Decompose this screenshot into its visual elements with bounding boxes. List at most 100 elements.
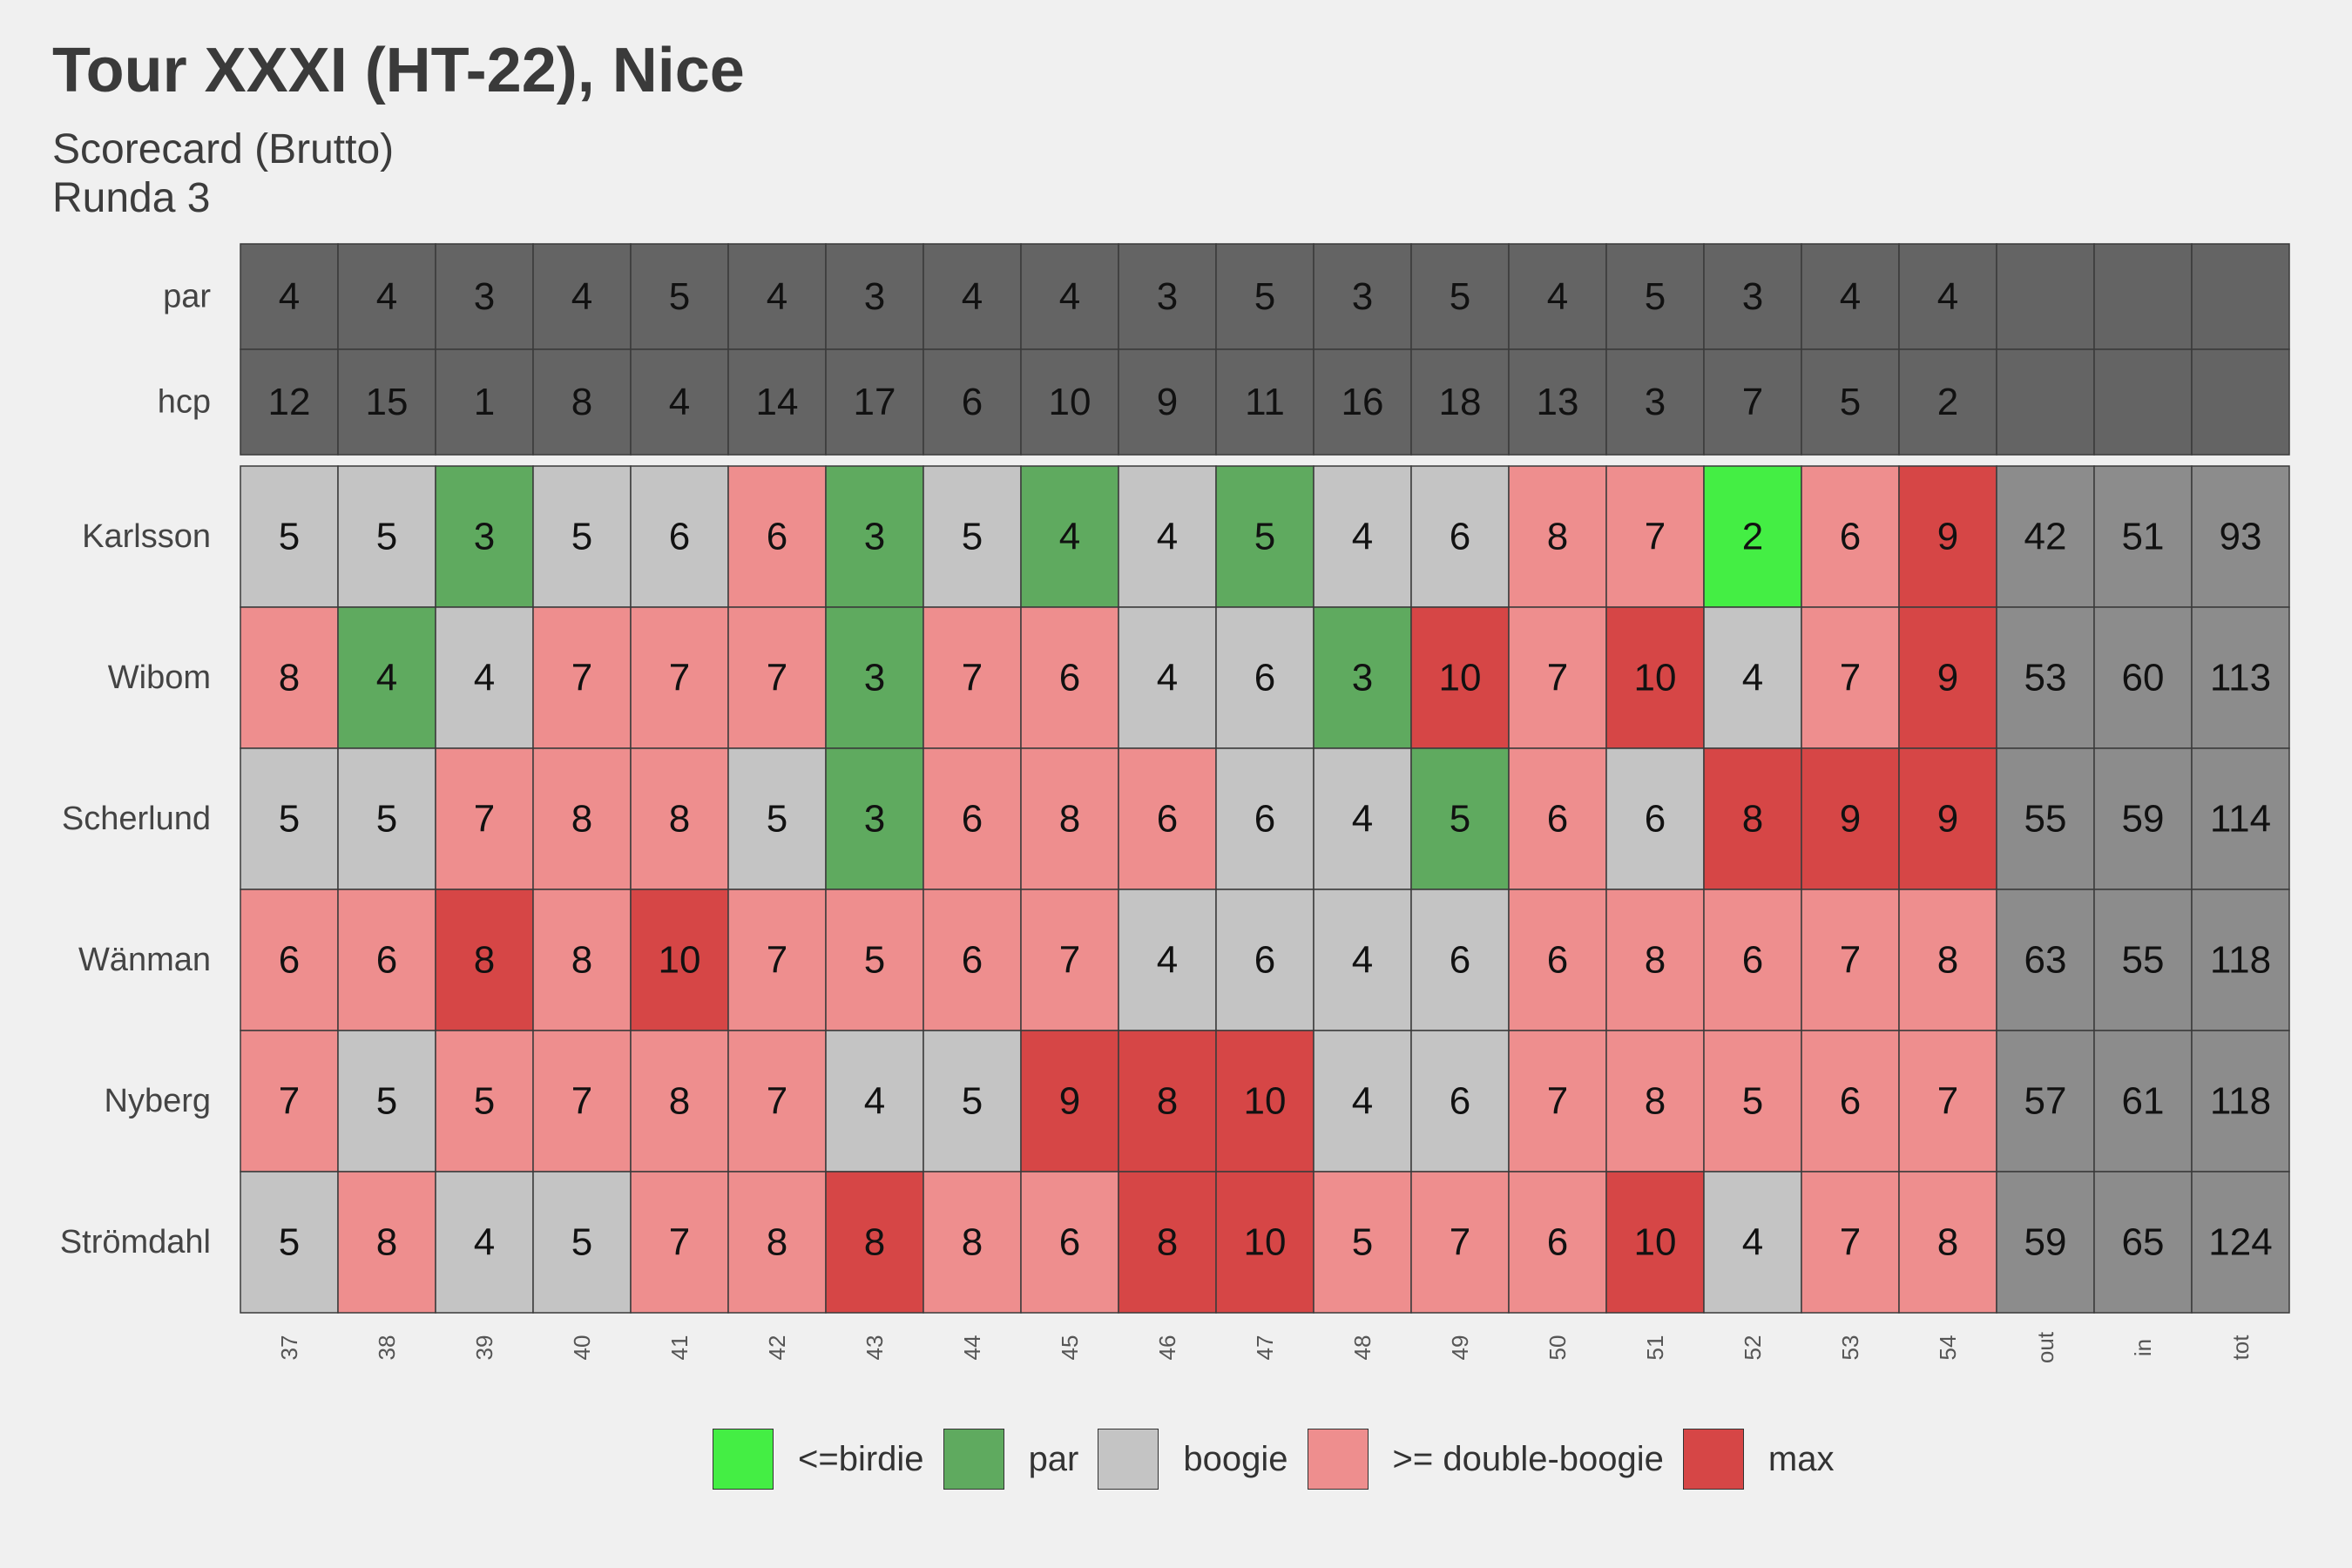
column-tick-label: 37 <box>276 1335 302 1361</box>
score-cell <box>1605 1030 1705 1173</box>
header-value-par: 4 <box>1840 275 1861 318</box>
score-value: 8 <box>1157 1221 1178 1264</box>
score-value: 7 <box>669 657 690 700</box>
score-cell <box>435 1171 534 1314</box>
header-value-hcp: 11 <box>1245 381 1285 423</box>
total-value: 59 <box>2024 1221 2067 1264</box>
header-value-hcp: 18 <box>1439 381 1482 423</box>
score-value: 8 <box>571 939 592 982</box>
legend-swatch-par <box>943 1429 1004 1490</box>
header-value-hcp: 8 <box>571 381 592 423</box>
player-name: Wibom <box>108 659 211 696</box>
score-cell <box>337 1030 436 1173</box>
score-value: 8 <box>962 1221 983 1264</box>
score-value: 10 <box>1244 1080 1287 1123</box>
header-value-par: 4 <box>571 275 592 318</box>
total-value: 118 <box>2210 939 2271 982</box>
header-cell-hcp <box>1020 348 1119 456</box>
header-value-par: 5 <box>669 275 690 318</box>
score-cell <box>1313 606 1412 749</box>
score-value: 6 <box>1840 1080 1861 1123</box>
score-cell <box>1898 606 1997 749</box>
legend-item-max: max <box>1682 1429 1834 1490</box>
score-value: 5 <box>767 798 787 841</box>
score-cell <box>1605 889 1705 1031</box>
score-value: 6 <box>1840 516 1861 558</box>
score-cell <box>240 1171 339 1314</box>
score-value: 8 <box>767 1221 787 1264</box>
score-cell <box>727 606 827 749</box>
score-cell <box>337 889 436 1031</box>
score-value: 6 <box>1059 657 1080 700</box>
score-cell <box>1801 747 1900 890</box>
score-cell <box>1605 747 1705 890</box>
score-cell <box>240 747 339 890</box>
score-cell <box>727 1030 827 1173</box>
total-value: 57 <box>2024 1080 2067 1123</box>
column-tick-label: 46 <box>1154 1335 1180 1361</box>
score-value: 4 <box>474 1221 495 1264</box>
header-value-hcp: 17 <box>854 381 896 423</box>
score-value: 6 <box>376 939 397 982</box>
total-cell <box>2191 465 2290 608</box>
score-cell <box>1703 1030 1802 1173</box>
score-value: 8 <box>1742 798 1763 841</box>
score-value: 6 <box>1547 798 1568 841</box>
score-value: 8 <box>1547 516 1568 558</box>
score-value: 6 <box>669 516 690 558</box>
header-cell-par <box>1996 243 2095 350</box>
header-cell-hcp <box>1410 348 1510 456</box>
score-cell <box>1703 889 1802 1031</box>
header-cell-hcp <box>825 348 924 456</box>
score-value: 7 <box>767 1080 787 1123</box>
score-cell <box>630 1030 729 1173</box>
header-value-par: 4 <box>376 275 397 318</box>
score-cell <box>1410 747 1510 890</box>
score-value: 7 <box>767 939 787 982</box>
score-cell <box>825 747 924 890</box>
score-value: 6 <box>962 798 983 841</box>
score-value: 3 <box>1352 657 1373 700</box>
total-cell <box>2191 606 2290 749</box>
column-tick-label: 38 <box>374 1335 400 1361</box>
legend-item-par: par <box>943 1429 1078 1490</box>
score-value: 5 <box>376 1080 397 1123</box>
total-cell <box>2191 1030 2290 1173</box>
score-cell <box>727 465 827 608</box>
score-cell <box>532 747 632 890</box>
legend-label-birdie: <=birdie <box>798 1439 924 1478</box>
score-value: 5 <box>571 516 592 558</box>
score-cell <box>1801 889 1900 1031</box>
header-cell-hcp <box>630 348 729 456</box>
header-value-par: 3 <box>474 275 495 318</box>
legend-label-bogey: boogie <box>1183 1439 1288 1478</box>
score-value: 5 <box>864 939 885 982</box>
header-cell-hcp <box>727 348 827 456</box>
header-cell-hcp <box>1118 348 1217 456</box>
header-cell-hcp <box>2191 348 2290 456</box>
header-value-par: 4 <box>279 275 300 318</box>
score-cell <box>1020 1171 1119 1314</box>
score-cell <box>1703 606 1802 749</box>
score-cell <box>1118 1030 1217 1173</box>
score-value: 4 <box>1352 939 1373 982</box>
score-cell <box>337 465 436 608</box>
total-value: 118 <box>2210 1080 2271 1123</box>
header-cell-hcp <box>1508 348 1607 456</box>
legend: <=birdie par boogie >= double-boogie max <box>713 1429 1853 1490</box>
score-cell <box>825 1171 924 1314</box>
score-value: 8 <box>669 798 690 841</box>
header-cell-hcp <box>240 348 339 456</box>
column-tick-label: 43 <box>862 1335 888 1361</box>
score-value: 7 <box>767 657 787 700</box>
legend-swatch-double-bogey <box>1307 1429 1369 1490</box>
score-cell <box>435 747 534 890</box>
legend-item-double-bogey: >= double-boogie <box>1307 1429 1664 1490</box>
column-tick-label: out <box>2032 1331 2058 1363</box>
chart-title: Tour XXXI (HT-22), Nice <box>52 36 745 105</box>
score-cell <box>630 889 729 1031</box>
header-value-par: 4 <box>767 275 787 318</box>
score-value: 6 <box>1547 939 1568 982</box>
legend-item-birdie: <=birdie <box>713 1429 924 1490</box>
total-value: 59 <box>2122 798 2165 841</box>
